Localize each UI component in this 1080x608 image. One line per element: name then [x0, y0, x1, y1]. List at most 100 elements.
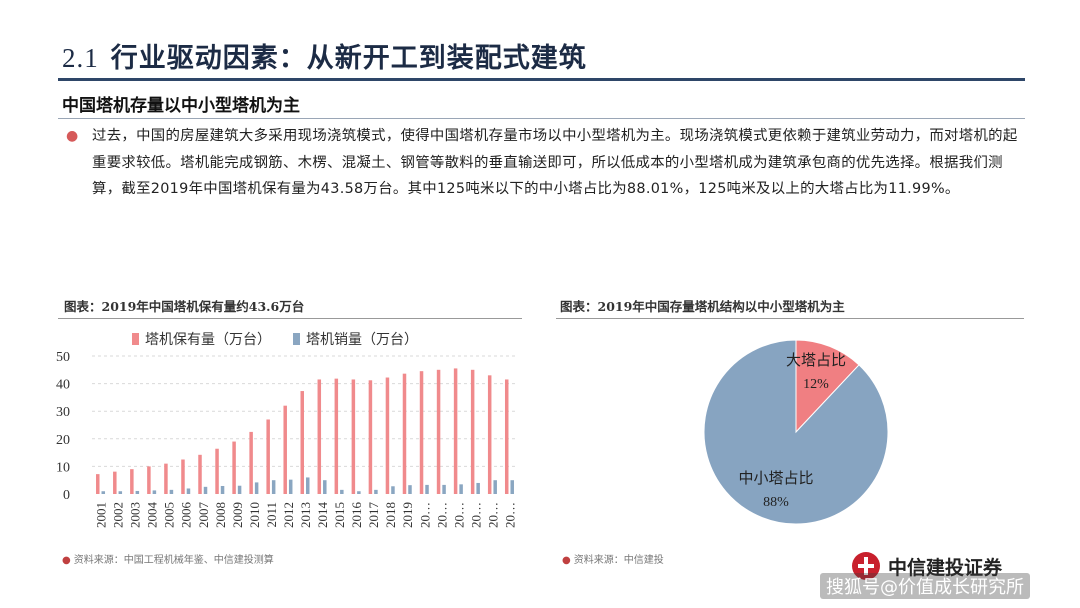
- legend-item-sales: 塔机销量（万台）: [293, 329, 418, 349]
- body-paragraph: 过去，中国的房屋建筑大多采用现场浇筑模式，使得中国塔机存量市场以中小型塔机为主。…: [92, 128, 1018, 197]
- pie-value-label: 88%: [763, 495, 789, 510]
- bar-sales: [442, 484, 446, 494]
- legend-label-stock: 塔机保有量（万台）: [145, 332, 271, 348]
- y-tick-label: 10: [56, 460, 70, 475]
- bar-stock: [385, 377, 390, 494]
- x-tick-label: 2004: [145, 502, 160, 529]
- bar-stock: [453, 368, 458, 494]
- bar-sales: [237, 485, 242, 494]
- x-tick-label: 2007: [196, 502, 211, 529]
- bar-stock: [198, 454, 202, 494]
- bar-sales: [323, 480, 327, 494]
- bar-sales: [357, 491, 361, 494]
- x-tick-label: 2005: [162, 502, 177, 528]
- bar-stock: [249, 431, 253, 494]
- x-tick-label: 2019: [400, 502, 415, 528]
- bar-stock: [300, 391, 304, 494]
- bar-legend: 塔机保有量（万台） 塔机销量（万台）: [132, 329, 418, 349]
- bar-stock: [470, 369, 475, 494]
- bullet-icon: ●: [66, 128, 79, 144]
- source-bullet-icon: ●: [562, 555, 571, 566]
- legend-item-stock: 塔机保有量（万台）: [132, 329, 271, 349]
- x-tick-label: 2016: [349, 502, 364, 529]
- x-tick-label: 2008: [213, 502, 228, 528]
- x-tick-label: 2018: [383, 502, 398, 528]
- bar-sales: [459, 484, 463, 494]
- pie-slice-large: [795, 339, 860, 434]
- bar-sales: [186, 488, 191, 494]
- bar-stock: [402, 373, 407, 494]
- bar-sales: [340, 489, 344, 494]
- x-tick-label: 2003: [128, 502, 143, 528]
- x-tick-label: 20…: [434, 502, 449, 528]
- bar-sales: [374, 489, 378, 494]
- bar-sales: [118, 491, 123, 494]
- pie-value-label: 12%: [803, 377, 829, 392]
- section-title: 行业驱动因素：从新开工到装配式建筑: [110, 43, 587, 74]
- bar-sales: [425, 484, 429, 494]
- bar-stock: [504, 379, 509, 494]
- x-tick-label: 20…: [451, 502, 466, 528]
- bar-stock: [334, 378, 339, 494]
- x-tick-label: 2006: [179, 502, 194, 529]
- section-number: 2.1: [62, 43, 99, 73]
- x-tick-label: 20…: [502, 502, 517, 528]
- y-tick-label: 30: [56, 405, 70, 420]
- x-tick-label: 2012: [281, 502, 296, 528]
- bar-stock: [113, 471, 117, 494]
- x-tick-label: 2015: [332, 502, 347, 528]
- left-chart-source: ● 资料来源：中国工程机械年鉴、中信建投测算: [62, 551, 274, 566]
- subtitle: 中国塔机存量以中小型塔机为主: [62, 96, 300, 116]
- bar-stock: [147, 466, 151, 494]
- x-tick-label: 2013: [298, 502, 313, 528]
- bar-sales: [254, 482, 259, 494]
- x-tick-label: 2002: [111, 502, 126, 528]
- bar-sales: [271, 480, 276, 494]
- y-tick-label: 50: [56, 350, 70, 365]
- bar-sales: [476, 482, 480, 494]
- company-logo: 中信建投证券: [852, 552, 1002, 580]
- bar-stock: [232, 441, 236, 494]
- logo-icon: [852, 552, 880, 580]
- bar-sales: [391, 486, 395, 494]
- bar-sales: [101, 491, 106, 494]
- pie-label: 中小塔占比: [738, 470, 813, 487]
- subtitle-divider: [58, 118, 1025, 119]
- title-divider: [58, 78, 1025, 81]
- pie-slice-small-medium: [703, 339, 889, 525]
- bar-stock: [487, 375, 492, 494]
- y-tick-label: 40: [56, 378, 70, 393]
- bar-stock: [164, 463, 168, 494]
- bar-stock: [130, 469, 134, 494]
- x-tick-label: 20…: [417, 502, 432, 528]
- left-chart-caption: 图表：2019年中国塔机保有量约43.6万台: [64, 299, 305, 314]
- bar-stock: [436, 369, 441, 494]
- right-caption-rule: [556, 318, 1024, 319]
- watermark: 搜狐号@价值成长研究所: [820, 573, 1030, 599]
- right-chart-caption: 图表：2019年中国存量塔机结构以中小型塔机为主: [560, 299, 845, 314]
- x-tick-label: 2010: [247, 502, 262, 528]
- bar-stock: [266, 419, 270, 494]
- bar-stock: [283, 405, 287, 494]
- bar-sales: [408, 485, 412, 494]
- x-tick-label: 2014: [315, 502, 330, 529]
- y-tick-label: 20: [56, 433, 70, 448]
- y-tick-label: 0: [63, 488, 70, 503]
- bar-sales: [493, 480, 497, 494]
- legend-swatch-pink: [132, 333, 139, 345]
- x-tick-label: 2009: [230, 502, 245, 528]
- bar-stock: [351, 379, 356, 494]
- bar-stock: [368, 380, 373, 494]
- x-tick-label: 2017: [366, 502, 381, 529]
- bar-stock: [419, 371, 424, 494]
- right-source-text: 资料来源：中信建投: [573, 555, 664, 566]
- legend-label-sales: 塔机销量（万台）: [306, 332, 418, 348]
- bar-sales: [220, 485, 225, 494]
- logo-name: 中信建投证券: [888, 556, 1003, 579]
- x-tick-label: 2001: [94, 502, 109, 528]
- bar-stock: [215, 448, 219, 494]
- source-bullet-icon: ●: [62, 555, 71, 566]
- bar-stock: [317, 379, 322, 494]
- bar-sales: [203, 486, 208, 494]
